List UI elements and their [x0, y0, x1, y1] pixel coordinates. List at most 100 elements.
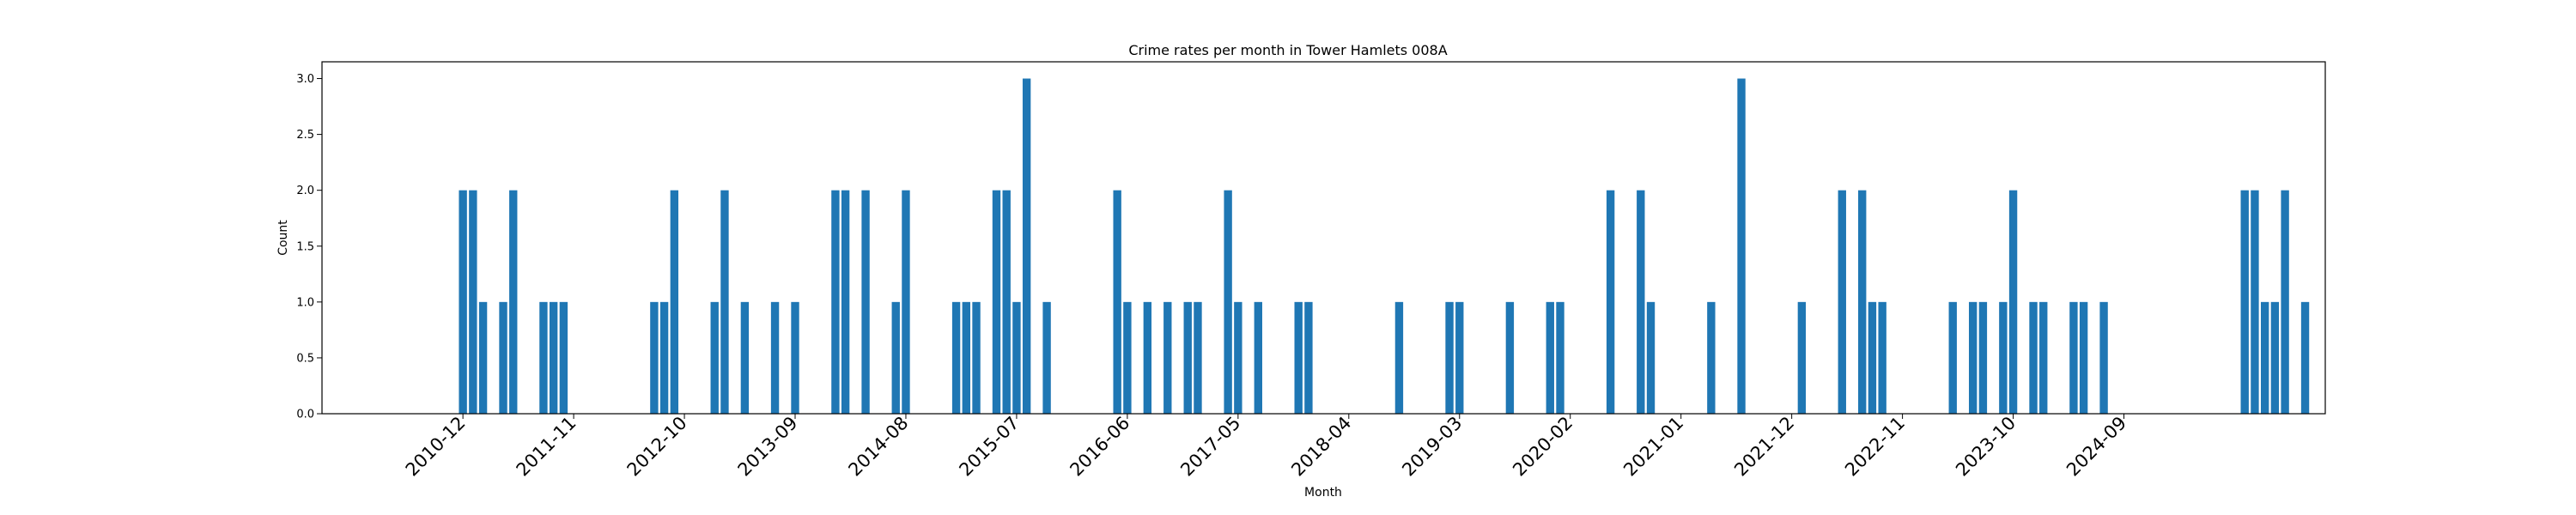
bar-2024-04: [2069, 301, 2078, 414]
x-tick-label: 2018-04: [1287, 413, 1355, 481]
bars-layer: [459, 78, 2310, 415]
bar-2022-01: [1797, 301, 1807, 414]
bar-2022-09: [1878, 301, 1886, 414]
bar-2016-05: [1113, 190, 1121, 414]
bar-2013-09: [791, 301, 799, 414]
bar-2015-02: [962, 301, 970, 414]
x-tick-label: 2011-11: [513, 413, 580, 481]
x-tick-label: 2019-03: [1398, 413, 1466, 481]
x-tick-label: 2021-01: [1619, 413, 1687, 481]
bar-2017-01: [1194, 301, 1202, 414]
bar-2015-06: [1002, 190, 1011, 414]
bar-2015-03: [972, 301, 981, 414]
bar-2016-12: [1183, 301, 1192, 414]
bar-2013-01: [710, 301, 719, 414]
bar-2025-10: [2251, 190, 2259, 414]
bar-2023-12: [2029, 301, 2038, 414]
bar-2018-09: [1394, 301, 1404, 414]
x-tick-label: 2024-09: [2063, 413, 2130, 481]
x-axis-label: Month: [1304, 486, 1342, 500]
y-tick-label: 3.0: [296, 73, 314, 86]
bar-2020-10: [1646, 301, 1656, 414]
bar-2019-08: [1505, 301, 1515, 414]
y-tick-label: 1.0: [296, 296, 314, 309]
bar-2014-07: [891, 301, 900, 414]
bar-2014-08: [902, 190, 910, 414]
bar-2020-09: [1637, 190, 1645, 414]
bar-2014-02: [841, 190, 850, 414]
bar-2011-10: [559, 301, 568, 414]
x-tick-label: 2013-09: [734, 413, 802, 481]
bar-2012-07: [650, 301, 659, 414]
bar-2015-07: [1012, 301, 1021, 414]
bar-2017-07: [1254, 301, 1262, 414]
y-tick-label: 0.5: [296, 352, 314, 365]
x-tick-label: 2021-12: [1730, 413, 1798, 481]
bar-2017-04: [1224, 190, 1232, 414]
bar-2025-11: [2260, 301, 2269, 414]
bar-2016-10: [1163, 301, 1172, 414]
bar-2024-07: [2099, 301, 2108, 414]
bar-2015-05: [992, 190, 1001, 414]
bar-2026-01: [2281, 190, 2289, 414]
bar-2023-06: [1968, 301, 1978, 414]
x-tick-label: 2014-08: [844, 413, 912, 481]
bar-2011-09: [549, 301, 558, 414]
bar-2025-09: [2240, 190, 2249, 414]
bar-2012-08: [659, 301, 669, 414]
bar-2017-11: [1294, 301, 1303, 414]
bar-2023-04: [1948, 301, 1957, 414]
bar-2011-08: [539, 301, 548, 414]
chart-title: Crime rates per month in Tower Hamlets 0…: [1128, 42, 1447, 58]
bar-2017-12: [1304, 301, 1313, 414]
x-tick-label: 2016-06: [1066, 413, 1133, 481]
x-tick-label: 2010-12: [402, 413, 470, 481]
bar-2014-01: [831, 190, 840, 414]
x-tick-label: 2015-07: [955, 413, 1023, 481]
bar-2012-09: [670, 190, 679, 414]
bar-2021-07: [1737, 78, 1746, 415]
bar-2015-08: [1022, 78, 1031, 415]
bar-2013-07: [770, 301, 780, 414]
bar-2013-02: [720, 190, 729, 414]
bar-2015-01: [951, 301, 961, 414]
bar-2023-07: [1978, 301, 1988, 414]
bar-2019-12: [1546, 301, 1554, 414]
x-tick-label: 2022-11: [1841, 413, 1909, 481]
bar-2016-06: [1123, 301, 1132, 414]
x-tick-label: 2020-02: [1509, 413, 1577, 481]
x-axis: 2010-12 2011-11 2012-10 2013-09 2014-08 2015-…: [402, 413, 2130, 481]
y-axis: 0.0 0.5 1.0 1.5 2.0 2.5 3.0: [296, 73, 322, 421]
bar-2023-09: [1999, 301, 2008, 414]
y-tick-label: 2.0: [296, 185, 314, 197]
bar-2014-04: [861, 190, 870, 414]
bar-2022-08: [1868, 301, 1877, 414]
bar-2025-12: [2270, 301, 2280, 414]
bar-2023-10: [2008, 190, 2018, 414]
bar-2010-12: [459, 190, 467, 414]
x-tick-label: 2017-05: [1176, 413, 1244, 481]
plot-frame: [321, 61, 2326, 415]
bar-2016-08: [1143, 301, 1152, 414]
bar-2013-04: [740, 301, 750, 414]
bar-2011-04: [499, 301, 507, 414]
bar-2015-10: [1042, 301, 1051, 414]
bar-2026-03: [2300, 301, 2310, 414]
y-tick-label: 1.5: [296, 240, 314, 253]
x-tick-label: 2012-10: [623, 413, 691, 481]
bar-2022-05: [1838, 190, 1846, 414]
bar-2019-03: [1455, 301, 1464, 414]
bar-2022-07: [1858, 190, 1867, 414]
y-tick-label: 0.0: [296, 409, 314, 421]
bar-2011-05: [509, 190, 518, 414]
bar-2017-05: [1234, 301, 1242, 414]
bar-2020-06: [1606, 190, 1615, 414]
bar-2011-01: [469, 190, 477, 414]
x-tick-label: 2023-10: [1952, 413, 2020, 481]
y-tick-label: 2.5: [296, 129, 314, 142]
bar-2019-02: [1445, 301, 1454, 414]
bar-2021-04: [1707, 301, 1716, 414]
bar-2020-01: [1556, 301, 1564, 414]
bar-2011-02: [478, 301, 488, 414]
